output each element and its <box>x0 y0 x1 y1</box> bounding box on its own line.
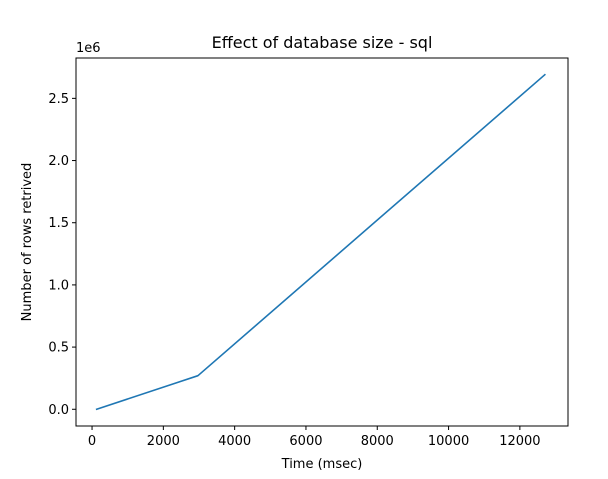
x-tick-label: 4000 <box>218 434 251 449</box>
y-axis-ticks: 0.0 0.5 1.0 1.5 2.0 2.5 <box>48 92 76 418</box>
x-tick-label: 8000 <box>361 434 394 449</box>
y-tick-label: 0.5 <box>48 341 69 356</box>
plot-area-frame <box>75 57 569 427</box>
y-axis-label: Number of rows retrived <box>20 163 35 322</box>
chart-title: Effect of database size - sql <box>212 33 433 52</box>
x-tick-label: 12000 <box>499 434 540 449</box>
y-tick-label: 1.5 <box>48 216 69 231</box>
y-tick-label: 0.0 <box>48 403 69 418</box>
y-tick-label: 2.5 <box>48 92 69 107</box>
y-tick-label: 1.0 <box>48 278 69 293</box>
series-line-0 <box>95 73 546 411</box>
x-tick-label: 10000 <box>428 434 469 449</box>
y-offset-label: 1e6 <box>76 41 101 56</box>
x-tick-label: 6000 <box>289 434 322 449</box>
x-tick-label: 0 <box>88 434 96 449</box>
x-axis-ticks: 0 2000 4000 6000 8000 10000 12000 <box>88 426 541 449</box>
x-axis-label: Time (msec) <box>281 457 363 472</box>
y-tick-label: 2.0 <box>48 154 69 169</box>
x-tick-label: 2000 <box>147 434 180 449</box>
plot-layer <box>95 73 546 411</box>
